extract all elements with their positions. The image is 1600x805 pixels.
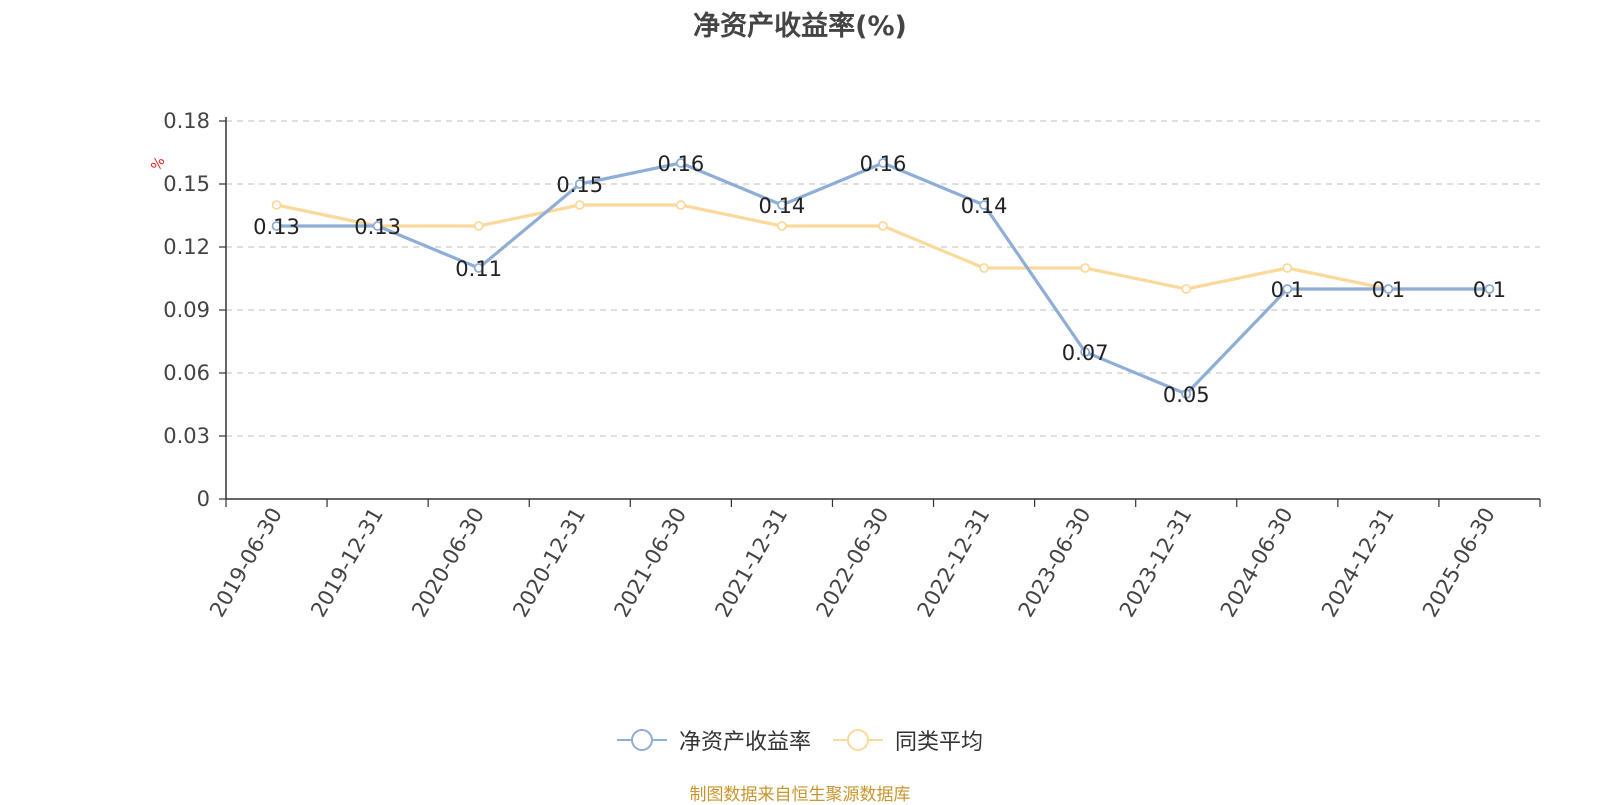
data-label: 0.1	[1473, 278, 1506, 302]
y-tick-label: 0.03	[163, 424, 210, 448]
data-label: 0.14	[759, 194, 806, 218]
data-point	[1484, 284, 1495, 294]
data-point	[979, 200, 989, 210]
y-tick-label: 0	[197, 487, 210, 511]
data-point	[1383, 284, 1394, 294]
data-point	[271, 200, 282, 210]
data-point	[1282, 263, 1293, 273]
legend-label-peer-average: 同类平均	[895, 730, 984, 755]
data-point	[574, 200, 585, 210]
data-label: 0.16	[860, 152, 907, 176]
legend-item-roe[interactable]: 净资产收益率	[616, 724, 811, 756]
y-tick-label: 0.18	[163, 109, 210, 133]
x-tick-label: 2021-06-30	[609, 504, 691, 622]
data-label: 0.16	[657, 152, 704, 176]
x-tick-label: 2022-12-31	[913, 504, 995, 622]
data-point	[878, 158, 888, 168]
data-label: 0.15	[556, 173, 603, 197]
data-label: 0.14	[961, 194, 1008, 218]
data-point	[372, 221, 383, 231]
y-tick-label: 0.15	[163, 172, 210, 196]
data-point	[574, 179, 585, 189]
data-point	[675, 200, 686, 210]
data-labels: 0.13 0.13 0.11 0.15 0.16 0.14 0.16 0.14 0.07 0.05…	[253, 152, 1506, 407]
x-tick-label: 2023-12-31	[1115, 504, 1197, 622]
source-note: 制图数据来自恒生聚源数据库	[689, 785, 911, 805]
x-tick-label: 2019-12-31	[306, 504, 388, 622]
legend-marker-peer-average-icon	[833, 729, 883, 751]
data-label: 0.1	[1372, 278, 1405, 302]
y-axis-unit: %	[148, 154, 169, 174]
legend-marker-roe-icon	[616, 729, 667, 751]
y-tick-label: 0.09	[163, 298, 210, 322]
x-tick-label: 2022-06-30	[812, 504, 894, 622]
data-point	[979, 263, 989, 273]
data-point	[271, 221, 282, 231]
x-tick-label: 2020-12-31	[508, 504, 590, 622]
data-point	[1181, 284, 1192, 294]
data-point	[777, 200, 787, 210]
x-tick-label: 2023-06-30	[1014, 504, 1096, 622]
data-label: 0.13	[354, 215, 401, 239]
data-label: 0.13	[253, 215, 300, 239]
y-tick-label: 0.06	[163, 361, 210, 385]
axes: 0 0.03 0.06 0.09 0.12 0.15 0.18 2019-06-30 2019-…	[163, 109, 1541, 622]
x-tick-label: 2025-06-30	[1418, 504, 1500, 622]
x-tick-label: 2020-06-30	[407, 504, 489, 622]
data-point	[777, 221, 787, 231]
data-point	[1181, 389, 1192, 399]
data-point	[473, 263, 484, 273]
x-tick-label: 2019-06-30	[205, 504, 287, 622]
data-point	[1080, 263, 1091, 273]
data-point	[675, 158, 686, 168]
data-point	[1282, 284, 1293, 294]
x-tick-label: 2024-12-31	[1317, 504, 1399, 622]
series-lines	[271, 158, 1495, 399]
data-point	[473, 221, 484, 231]
data-label: 0.05	[1163, 383, 1210, 407]
data-label: 0.11	[455, 257, 502, 281]
x-tick-label: 2024-06-30	[1216, 504, 1298, 622]
data-point	[878, 221, 888, 231]
chart-title: 净资产收益率(%)	[693, 11, 907, 42]
data-label: 0.07	[1062, 341, 1109, 365]
legend-label-roe: 净资产收益率	[678, 730, 811, 755]
grid-lines	[226, 120, 1540, 437]
x-tick-label: 2021-12-31	[710, 504, 792, 622]
legend: 净资产收益率 同类平均	[0, 724, 1600, 756]
data-point	[1080, 347, 1091, 357]
legend-item-peer-average[interactable]: 同类平均	[833, 724, 983, 756]
data-label: 0.1	[1271, 278, 1304, 302]
y-tick-label: 0.12	[163, 235, 210, 259]
